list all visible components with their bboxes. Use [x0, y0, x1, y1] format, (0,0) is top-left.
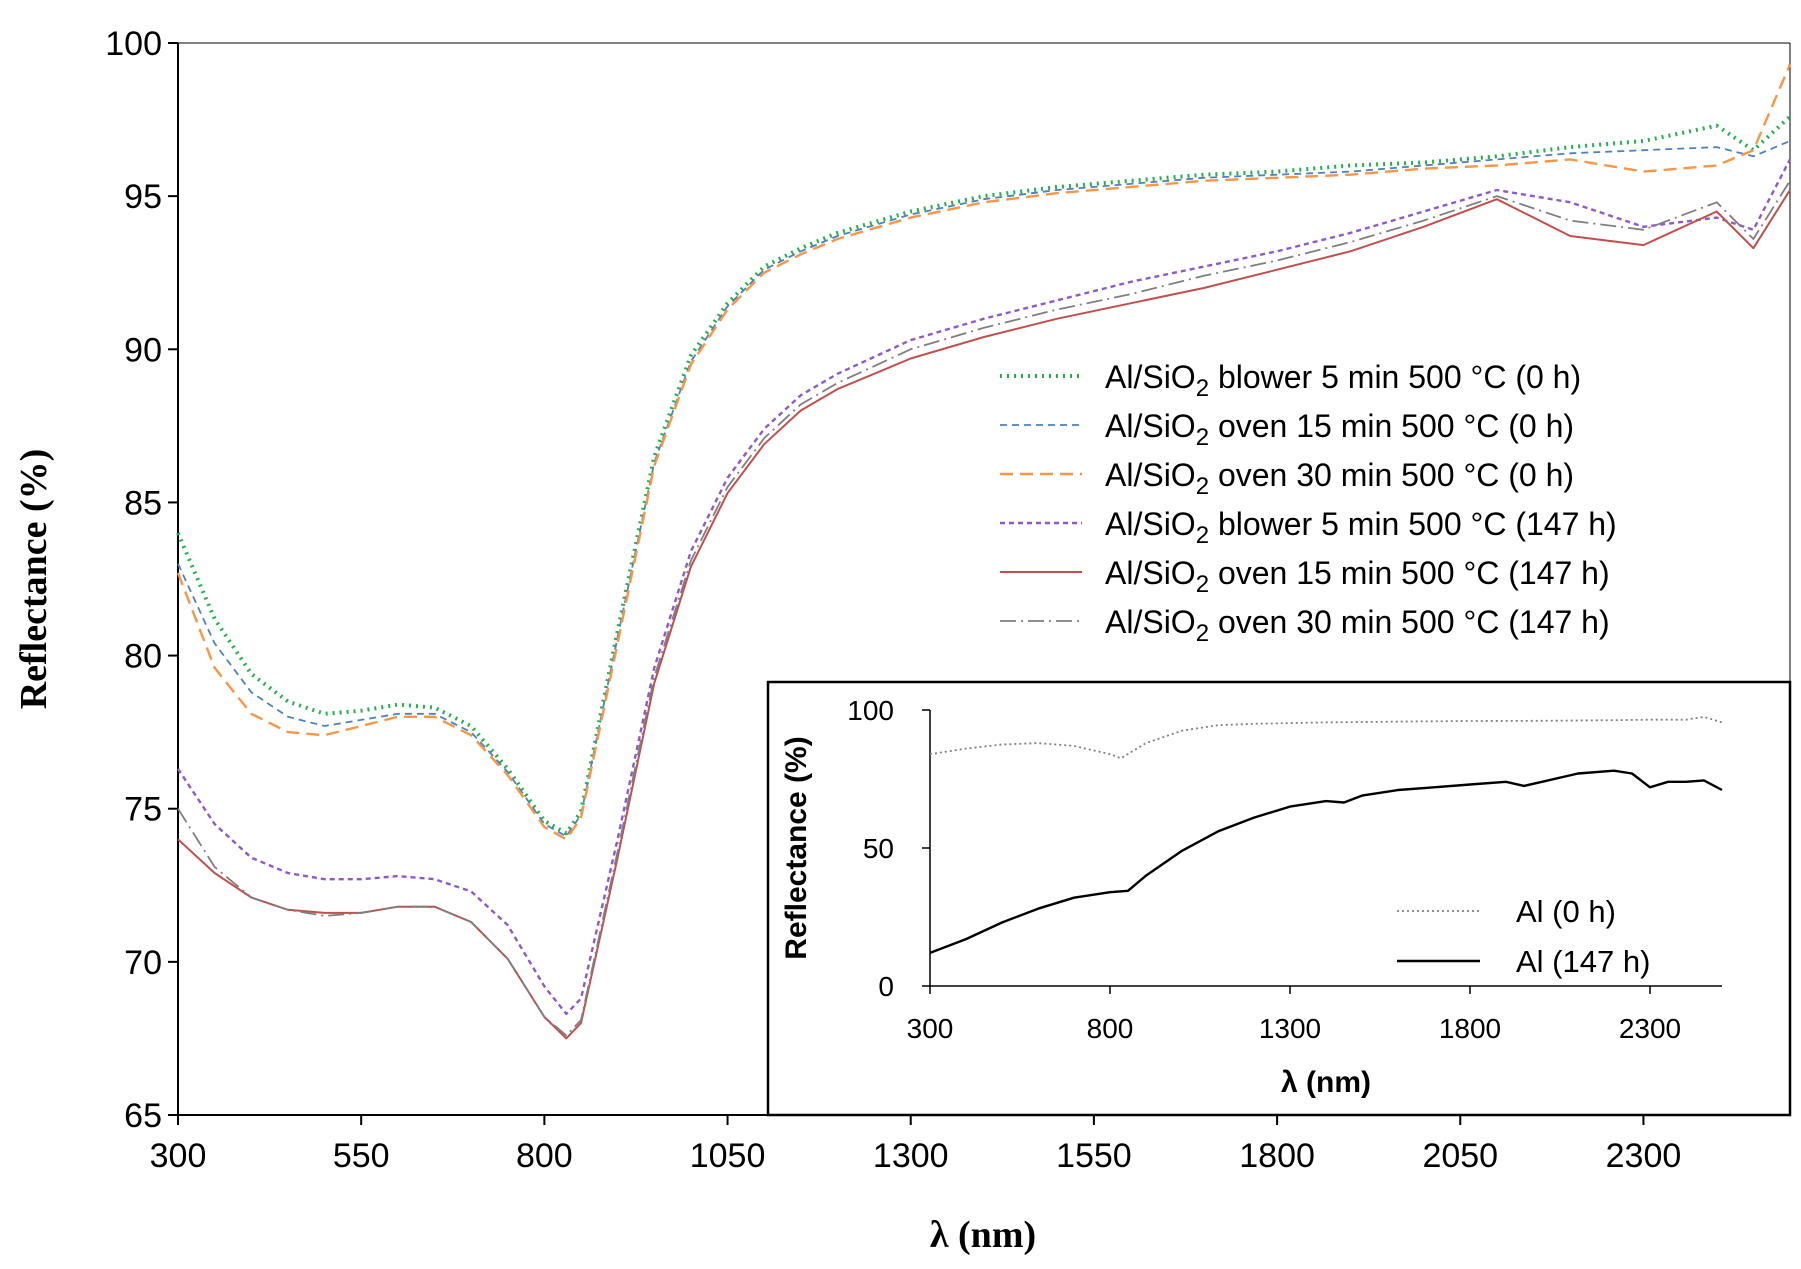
main-series-group [176, 63, 1792, 1040]
inset-legend: Al (0 h) Al (147 h) [1397, 894, 1650, 979]
inset-legend-entry: Al (0 h) [1516, 894, 1616, 929]
main-series-line [177, 180, 1791, 1037]
inset-x-tick-label: 800 [1087, 1013, 1134, 1044]
legend-subscript: 2 [1196, 473, 1209, 500]
main-x-tick-label: 1550 [1056, 1137, 1132, 1175]
legend-prefix: Al/ [1105, 457, 1142, 493]
legend-prefix: Al/ [1105, 604, 1142, 640]
main-x-tick-label: 550 [333, 1137, 390, 1175]
inset-x-tick-label: 300 [907, 1013, 954, 1044]
main-series-line [176, 115, 1792, 836]
inset-x-tick-label: 2300 [1619, 1013, 1681, 1044]
main-legend-entry: Al/SiO2 oven 30 min 500 °C (147 h) [1105, 604, 1610, 647]
inset-frame [766, 680, 1792, 1117]
legend-prefix: Al/ [1105, 506, 1142, 542]
inset-x-tick-label: 1800 [1439, 1013, 1501, 1044]
main-y-ticks: 65 70 75 80 85 90 95 100 [105, 25, 178, 1135]
legend-formula: SiO [1142, 457, 1195, 493]
main-series-line [177, 189, 1791, 1040]
main-y-tick-label: 80 [124, 638, 162, 676]
inset-chart: 0 50 100 300 800 1300 1800 2300 Reflectance (%… [766, 680, 1792, 1117]
legend-prefix: Al/ [1105, 408, 1142, 444]
main-y-tick-label: 95 [124, 178, 162, 216]
inset-series-line [929, 769, 1723, 955]
inset-x-tick-label: 1300 [1259, 1013, 1321, 1044]
main-y-tick-label: 100 [105, 25, 162, 63]
inset-x-axis-title: λ (nm) [1281, 1066, 1371, 1099]
main-x-tick-label: 300 [150, 1137, 207, 1175]
main-x-axis-title: λ (nm) [930, 1214, 1036, 1256]
main-y-tick-label: 90 [124, 331, 162, 369]
legend-suffix: oven 15 min 500 °C (147 h) [1209, 555, 1610, 591]
main-y-tick-label: 70 [124, 944, 162, 982]
main-legend-entry: Al/SiO2 blower 5 min 500 °C (147 h) [1105, 506, 1617, 549]
main-series-line [177, 158, 1792, 1016]
legend-suffix: blower 5 min 500 °C (147 h) [1209, 506, 1617, 542]
main-x-ticks: 300 550 800 1050 1300 1550 1800 2050 2300 [150, 1115, 1682, 1175]
legend-suffix: oven 30 min 500 °C (0 h) [1209, 457, 1574, 493]
inset-y-tick-label: 100 [847, 695, 894, 726]
main-y-tick-label: 85 [124, 484, 162, 522]
legend-subscript: 2 [1196, 571, 1209, 598]
legend-suffix: oven 30 min 500 °C (147 h) [1209, 604, 1610, 640]
inset-y-tick-label: 0 [878, 971, 894, 1002]
inset-series-line [929, 716, 1723, 760]
inset-y-tick-label: 50 [863, 833, 894, 864]
main-series-line [177, 140, 1791, 838]
legend-subscript: 2 [1196, 522, 1209, 549]
legend-formula: SiO [1142, 408, 1195, 444]
inset-y-axis-title: Reflectance (%) [780, 736, 813, 959]
inset-legend-entry: Al (147 h) [1516, 944, 1650, 979]
legend-formula: SiO [1142, 359, 1195, 395]
legend-subscript: 2 [1196, 424, 1209, 451]
inset-x-ticks: 300 800 1300 1800 2300 [907, 986, 1681, 1044]
main-x-tick-label: 1300 [873, 1137, 949, 1175]
legend-prefix: Al/ [1105, 555, 1142, 591]
main-y-tick-label: 65 [124, 1097, 162, 1135]
main-legend-entry: Al/SiO2 oven 15 min 500 °C (147 h) [1105, 555, 1610, 598]
main-legend-entry: Al/SiO2 oven 15 min 500 °C (0 h) [1105, 408, 1574, 451]
main-x-tick-label: 1800 [1239, 1137, 1315, 1175]
legend-formula: SiO [1142, 555, 1195, 591]
inset-y-ticks: 0 50 100 [847, 695, 930, 1002]
legend-prefix: Al/ [1105, 359, 1142, 395]
legend-formula: SiO [1142, 604, 1195, 640]
main-legend: Al/SiO2 blower 5 min 500 °C (0 h)Al/SiO2… [1000, 359, 1617, 647]
main-y-tick-label: 75 [124, 791, 162, 829]
main-x-tick-label: 2300 [1606, 1137, 1682, 1175]
legend-suffix: blower 5 min 500 °C (0 h) [1209, 359, 1581, 395]
main-legend-entry: Al/SiO2 oven 30 min 500 °C (0 h) [1105, 457, 1574, 500]
legend-subscript: 2 [1196, 375, 1209, 402]
main-y-axis-title: Reflectance (%) [13, 449, 55, 710]
legend-subscript: 2 [1196, 620, 1209, 647]
legend-formula: SiO [1142, 506, 1195, 542]
main-x-tick-label: 1050 [690, 1137, 766, 1175]
main-x-tick-label: 2050 [1422, 1137, 1498, 1175]
main-legend-entry: Al/SiO2 blower 5 min 500 °C (0 h) [1105, 359, 1581, 402]
legend-suffix: oven 15 min 500 °C (0 h) [1209, 408, 1574, 444]
inset-series-group [929, 716, 1723, 955]
main-x-tick-label: 800 [516, 1137, 573, 1175]
